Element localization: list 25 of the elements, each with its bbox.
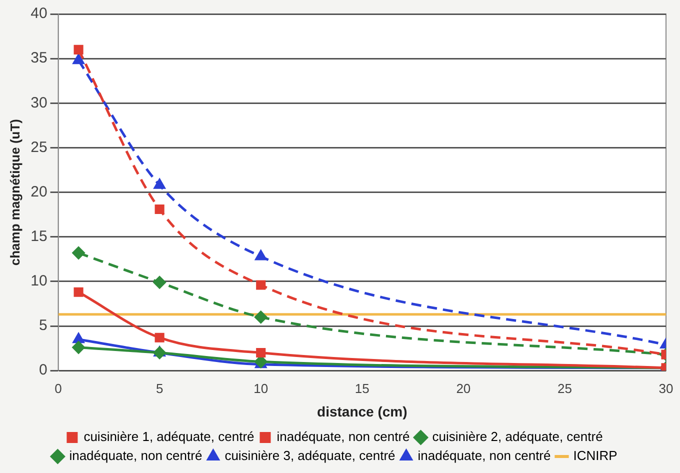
x-tick-label: 0 [54,380,62,396]
y-tick-label: 0 [38,362,48,379]
y-tick-label: 30 [30,94,48,112]
y-tick-label: 10 [30,272,48,290]
y-tick-label: 35 [30,50,48,67]
y-axis-title: champ magnétique (uT) [7,118,22,266]
x-tick-label: 15 [354,380,370,396]
y-tick-label: 15 [30,228,48,246]
legend-label: cuisinière 3, adéquate, centré [224,448,396,464]
legend-label: inadéquate, non centré [276,429,410,444]
x-tick-label: 10 [254,380,268,396]
legend-label: inadéquate, non centré [418,448,551,464]
y-tick-label: 5 [38,317,48,334]
y-tick-label: 40 [30,5,48,22]
x-tick-label: 20 [456,380,471,396]
legend-label: inadéquate, non centré [69,448,202,464]
legend-label: cuisinière 1, adéquate, centré [84,429,254,444]
x-tick-label: 25 [557,380,572,396]
y-tick-label: 25 [30,138,48,156]
legend-label: cuisinière 2, adéquate, centré [432,429,603,444]
legend-label: ICNIRP [573,448,618,464]
x-tick-label: 5 [156,380,164,396]
x-tick-label: 30 [658,380,674,396]
x-axis-title: distance (cm) [317,403,408,420]
y-tick-label: 20 [30,183,48,200]
